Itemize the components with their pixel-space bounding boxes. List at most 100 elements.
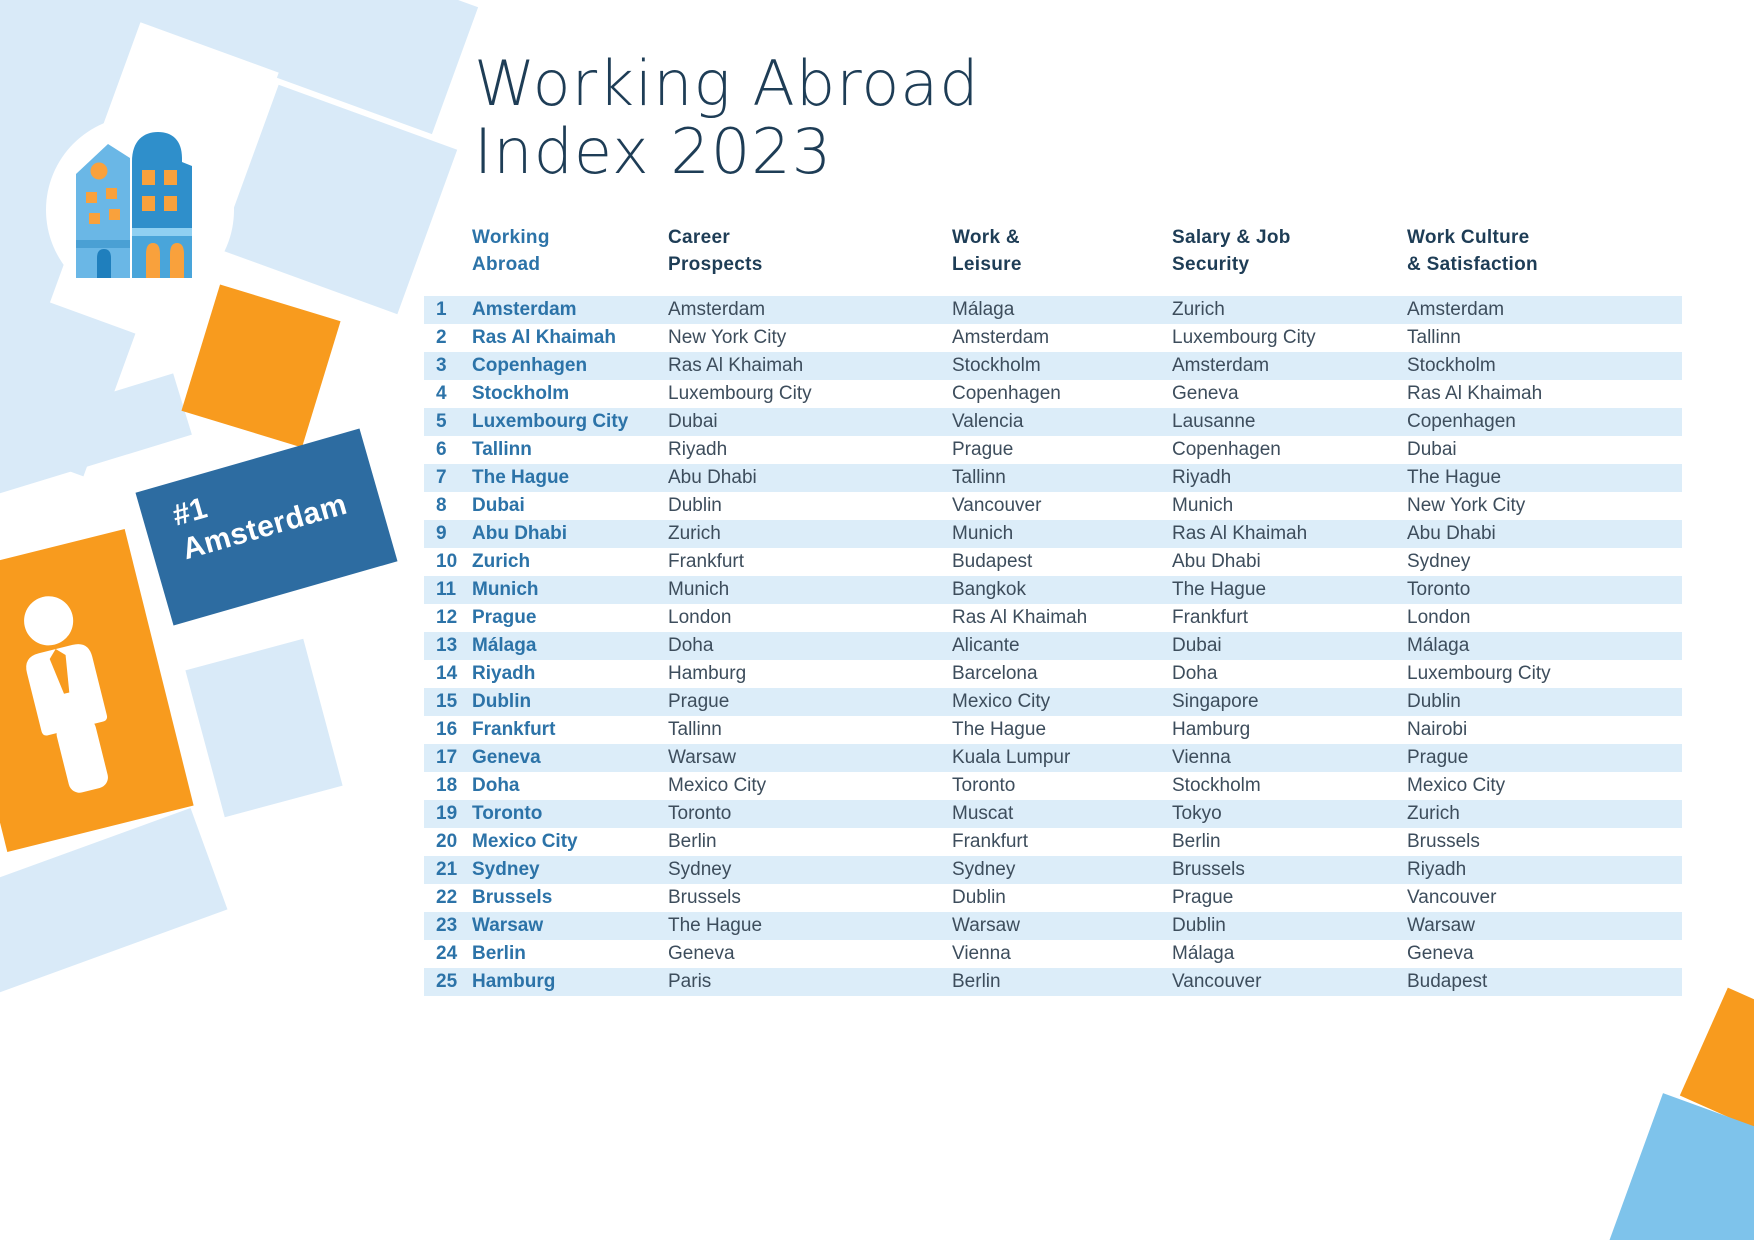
rank-cell: 19 (436, 803, 458, 824)
salary-job-security-cell: Frankfurt (1172, 607, 1249, 628)
corner-blue-shape (1603, 1093, 1754, 1240)
table-row: 11 Munich Munich Bangkok The Hague Toron… (424, 576, 1682, 604)
work-culture-satisfaction-cell: London (1407, 607, 1471, 628)
table-row: 6 Tallinn Riyadh Prague Copenhagen Dubai (424, 436, 1682, 464)
working-abroad-cell: Doha (472, 775, 520, 796)
table-row: 10 Zurich Frankfurt Budapest Abu Dhabi S… (424, 548, 1682, 576)
title-line-2: Index 2023 (474, 115, 833, 188)
table-row: 24 Berlin Geneva Vienna Málaga Geneva (424, 940, 1682, 968)
working-abroad-cell: Tallinn (472, 439, 532, 460)
work-culture-satisfaction-cell: Dublin (1407, 691, 1461, 712)
career-prospects-cell: Prague (668, 691, 730, 712)
work-leisure-cell: Dublin (952, 887, 1006, 908)
work-leisure-cell: Sydney (952, 859, 1016, 880)
career-prospects-cell: Geneva (668, 943, 735, 964)
career-prospects-cell: Mexico City (668, 775, 767, 796)
salary-job-security-cell: Doha (1172, 663, 1218, 684)
working-abroad-cell: Munich (472, 579, 539, 600)
career-prospects-cell: Dubai (668, 411, 718, 432)
rank-cell: 8 (436, 495, 447, 516)
table-row: 12 Prague London Ras Al Khaimah Frankfur… (424, 604, 1682, 632)
table-row: 20 Mexico City Berlin Frankfurt Berlin B… (424, 828, 1682, 856)
map-block (218, 84, 458, 315)
working-abroad-cell: Ras Al Khaimah (472, 327, 616, 348)
working-abroad-cell: Toronto (472, 803, 543, 824)
working-abroad-cell: Riyadh (472, 663, 536, 684)
canal-houses-icon (76, 132, 192, 278)
rank-cell: 21 (436, 859, 458, 880)
salary-job-security-cell: Málaga (1172, 943, 1235, 964)
salary-job-security-cell: Singapore (1172, 691, 1259, 712)
rank-cell: 16 (436, 719, 458, 740)
table-row: 1 Amsterdam Amsterdam Málaga Zurich Amst… (424, 296, 1682, 324)
career-prospects-cell: Abu Dhabi (668, 467, 757, 488)
column-header-working-abroad: Working Abroad (472, 227, 550, 275)
working-abroad-cell: Hamburg (472, 971, 556, 992)
working-abroad-cell: Frankfurt (472, 719, 556, 740)
map-block (185, 638, 343, 818)
work-culture-satisfaction-cell: Tallinn (1407, 327, 1461, 348)
rank-cell: 18 (436, 775, 458, 796)
table-row: 3 Copenhagen Ras Al Khaimah Stockholm Am… (424, 352, 1682, 380)
work-leisure-cell: Prague (952, 439, 1014, 460)
career-prospects-cell: New York City (668, 327, 787, 348)
rank-cell: 9 (436, 523, 447, 544)
salary-job-security-cell: Ras Al Khaimah (1172, 523, 1308, 544)
table-row: 16 Frankfurt Tallinn The Hague Hamburg N… (424, 716, 1682, 744)
working-abroad-cell: Stockholm (472, 383, 570, 404)
work-culture-satisfaction-cell: Vancouver (1407, 887, 1497, 908)
table-row: 17 Geneva Warsaw Kuala Lumpur Vienna Pra… (424, 744, 1682, 772)
page-title: Working Abroad Index 2023 (474, 50, 980, 186)
rank-cell: 4 (436, 383, 447, 404)
rank-cell: 22 (436, 887, 458, 908)
working-abroad-cell: Dublin (472, 691, 532, 712)
working-abroad-cell: Berlin (472, 943, 526, 964)
career-prospects-cell: Amsterdam (668, 299, 766, 320)
work-leisure-cell: Ras Al Khaimah (952, 607, 1088, 628)
work-leisure-cell: Berlin (952, 971, 1001, 992)
salary-job-security-cell: Brussels (1172, 859, 1245, 880)
corner-orange-shape (1679, 987, 1754, 1151)
ranking-table-body: 1 Amsterdam Amsterdam Málaga Zurich Amst… (424, 296, 1682, 996)
career-prospects-cell: Brussels (668, 887, 741, 908)
table-row: 15 Dublin Prague Mexico City Singapore D… (424, 688, 1682, 716)
table-row: 8 Dubai Dublin Vancouver Munich New York… (424, 492, 1682, 520)
work-culture-satisfaction-cell: Geneva (1407, 943, 1474, 964)
rank-cell: 10 (436, 551, 458, 572)
rank-cell: 24 (436, 943, 458, 964)
business-person-icon (24, 596, 108, 793)
map-block (0, 373, 192, 495)
map-block (0, 133, 97, 341)
work-leisure-cell: Muscat (952, 803, 1014, 824)
salary-job-security-cell: Copenhagen (1172, 439, 1281, 460)
work-culture-satisfaction-cell: Málaga (1407, 635, 1470, 656)
table-row: 25 Hamburg Paris Berlin Vancouver Budape… (424, 968, 1682, 996)
working-abroad-cell: Warsaw (472, 915, 544, 936)
work-leisure-cell: Copenhagen (952, 383, 1061, 404)
map-block (86, 0, 369, 90)
work-culture-satisfaction-cell: Warsaw (1407, 915, 1475, 936)
career-prospects-cell: The Hague (668, 915, 763, 936)
work-leisure-cell: Tallinn (952, 467, 1006, 488)
table-row: 19 Toronto Toronto Muscat Tokyo Zurich (424, 800, 1682, 828)
work-culture-satisfaction-cell: Riyadh (1407, 859, 1467, 880)
work-leisure-cell: Toronto (952, 775, 1016, 796)
map-circle (46, 116, 234, 304)
career-prospects-cell: Ras Al Khaimah (668, 355, 804, 376)
rank-cell: 7 (436, 467, 447, 488)
work-leisure-cell: Alicante (952, 635, 1020, 656)
working-abroad-cell: Mexico City (472, 831, 578, 852)
work-leisure-cell: Budapest (952, 551, 1033, 572)
table-row: 21 Sydney Sydney Sydney Brussels Riyadh (424, 856, 1682, 884)
salary-job-security-cell: Amsterdam (1172, 355, 1270, 376)
work-culture-satisfaction-cell: Stockholm (1407, 355, 1496, 376)
column-header-career-prospects: Career Prospects (668, 227, 763, 275)
career-prospects-cell: Paris (668, 971, 712, 992)
working-abroad-cell: The Hague (472, 467, 570, 488)
work-culture-satisfaction-cell: Zurich (1407, 803, 1460, 824)
salary-job-security-cell: Prague (1172, 887, 1234, 908)
table-row: 5 Luxembourg City Dubai Valencia Lausann… (424, 408, 1682, 436)
salary-job-security-cell: Dublin (1172, 915, 1226, 936)
work-leisure-cell: Vancouver (952, 495, 1042, 516)
